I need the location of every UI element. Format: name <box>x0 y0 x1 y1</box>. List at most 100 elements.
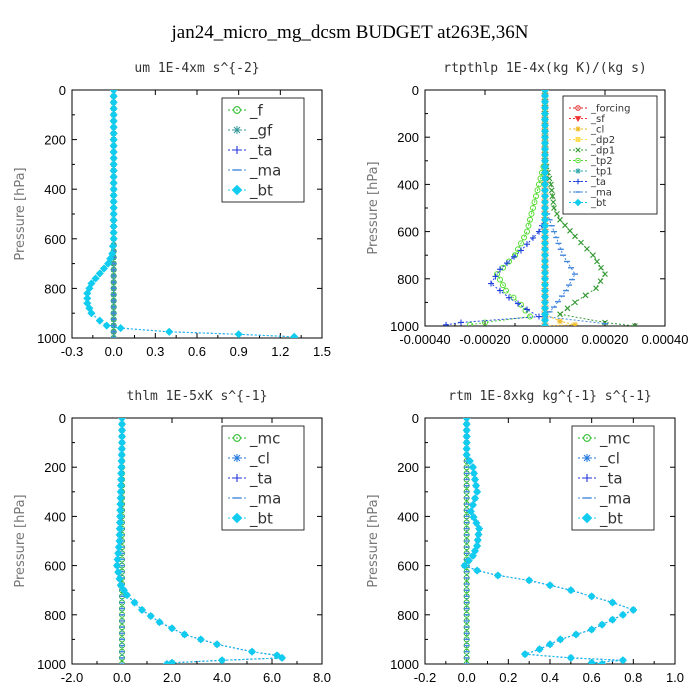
data-point <box>95 316 104 325</box>
data-point <box>618 656 627 664</box>
data-point <box>465 456 474 466</box>
data-point <box>500 282 506 289</box>
data-point <box>515 300 521 307</box>
data-point <box>556 635 565 644</box>
data-point <box>545 581 555 590</box>
data-point <box>530 234 536 241</box>
legend-swatch-marker <box>233 106 241 114</box>
series-line <box>469 90 546 326</box>
legend-label: _ma <box>599 489 631 508</box>
series-bt <box>83 90 299 338</box>
data-point <box>618 610 627 619</box>
legend: _mc_cl_ta_ma_bt <box>571 425 655 531</box>
data-point <box>469 469 479 478</box>
y-tick-label: 600 <box>44 559 66 574</box>
data-point <box>520 650 530 659</box>
data-point <box>469 513 478 522</box>
data-point <box>608 615 617 624</box>
legend-swatch-marker <box>582 473 592 483</box>
legend-label: _cl <box>590 125 604 136</box>
data-point <box>122 591 132 600</box>
data-point <box>629 605 638 614</box>
legend-label: _cl <box>599 449 620 468</box>
y-tick-label: 1000 <box>37 331 66 346</box>
data-point <box>464 556 473 565</box>
legend: _f_gf_ta_ma_bt <box>221 97 305 203</box>
y-tick-label: 1000 <box>37 657 66 672</box>
y-tick-label: 0 <box>59 83 66 98</box>
data-point <box>473 566 482 575</box>
data-point <box>468 500 477 509</box>
legend-swatch-marker <box>575 126 581 132</box>
panel-title: thlm 1E-5xK s^{-1} <box>127 389 268 404</box>
data-point <box>468 551 477 560</box>
data-point <box>515 246 521 253</box>
data-point <box>504 260 510 267</box>
data-point <box>180 630 189 639</box>
data-point <box>104 259 113 268</box>
data-point <box>531 199 538 206</box>
series-bt <box>540 90 550 326</box>
data-point <box>566 653 575 662</box>
legend-label: _ma <box>249 489 281 508</box>
y-tick-label: 800 <box>44 608 66 623</box>
y-tick-label: 800 <box>397 272 419 287</box>
legend-label: _ta <box>590 177 606 188</box>
data-point <box>137 605 147 614</box>
data-point <box>632 323 638 326</box>
legend-label: _ta <box>249 141 273 160</box>
y-tick-label: 600 <box>397 559 419 574</box>
data-point <box>102 321 111 330</box>
data-point <box>594 258 600 265</box>
data-point <box>472 518 481 528</box>
data-point <box>548 187 555 194</box>
data-point <box>116 324 125 333</box>
panel-title: rtpthlp 1E-4x(kg K)/(kg s) <box>443 61 647 76</box>
y-tick-label: 1000 <box>390 657 419 672</box>
data-point <box>540 321 550 326</box>
data-point <box>119 661 125 664</box>
x-tick-label: 0.4 <box>541 670 559 685</box>
legend-label: _tp2 <box>590 156 613 167</box>
data-point <box>473 487 482 496</box>
x-tick-label: 0.00040 <box>642 332 689 347</box>
data-point <box>548 181 554 188</box>
series-ta <box>443 90 548 326</box>
data-point <box>114 568 123 577</box>
data-point <box>470 494 480 503</box>
legend-swatch-marker <box>574 116 582 123</box>
data-point <box>91 274 100 283</box>
legend-label: _ta <box>249 469 273 488</box>
data-point <box>115 574 124 583</box>
data-point <box>587 658 596 664</box>
legend-swatch-marker <box>582 453 592 463</box>
data-point <box>470 475 480 484</box>
plot-area <box>443 90 638 326</box>
y-tick-label: 400 <box>397 509 419 524</box>
data-point <box>587 592 596 601</box>
y-tick-label: 600 <box>397 225 419 240</box>
data-point <box>167 658 177 664</box>
data-point <box>567 227 573 234</box>
y-axis-label: Pressure [hPa] <box>13 494 28 587</box>
data-point <box>511 253 517 260</box>
y-tick-label: 0 <box>59 411 66 426</box>
data-point <box>497 287 503 294</box>
series-bt <box>460 418 638 664</box>
data-point <box>247 647 257 656</box>
legend-label: _bt <box>599 509 623 528</box>
data-point <box>572 299 578 306</box>
data-point <box>549 193 556 200</box>
chart-panel-4: rtm 1E-8xkg kg^{-1} s^{-1} Pressure [hPa]… <box>366 389 684 685</box>
y-tick-label: 800 <box>44 281 66 296</box>
y-tick-label: 600 <box>44 232 66 247</box>
chart-panel-2: rtpthlp 1E-4x(kg K)/(kg s) Pressure [hPa]… <box>366 61 689 347</box>
data-point <box>524 306 530 313</box>
data-point <box>546 175 553 182</box>
x-tick-label: 0.0 <box>113 670 131 685</box>
y-tick-label: 400 <box>44 509 66 524</box>
data-point <box>597 278 604 285</box>
data-point <box>557 216 563 223</box>
plot-area <box>83 90 299 338</box>
data-point <box>196 635 205 644</box>
